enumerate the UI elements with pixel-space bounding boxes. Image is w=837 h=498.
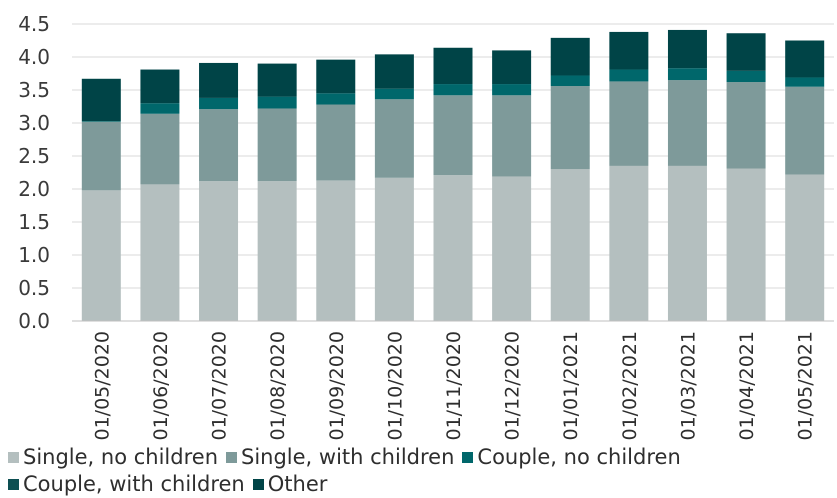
stacked-bar-chart: 0.0 0.5 1.0 1.5 2.0 2.5 3.0 3.5 4.0 4.5 01/05/202… — [18, 12, 834, 440]
x-tick-label: 01/01/2021 — [560, 331, 582, 440]
legend-item: Other — [252, 471, 328, 498]
bar-segment-couple-no-children — [726, 70, 766, 83]
y-tick-label: 2.0 — [18, 177, 50, 201]
legend-item: Single, no children — [8, 444, 218, 471]
bar-segment-couple-no-children — [81, 121, 121, 122]
bar-segment-single-with-children — [374, 99, 414, 178]
bar-segment-single-no-children — [433, 175, 473, 321]
bar-segment-single-with-children — [550, 86, 590, 170]
bar-segment-single-no-children — [492, 176, 532, 321]
bar-segment-single-with-children — [81, 121, 121, 191]
bar-segment-couple-no-children — [609, 69, 649, 82]
bar-segment-single-with-children — [140, 113, 180, 185]
bar-segment-single-no-children — [726, 168, 766, 321]
legend-swatch — [462, 452, 474, 463]
y-tick-label: 3.5 — [18, 78, 50, 102]
bar-segment-couple-no-children — [257, 96, 297, 109]
y-tick-label: 4.0 — [18, 45, 50, 69]
bar-segment-single-no-children — [550, 169, 590, 321]
bar-segment-single-no-children — [199, 181, 239, 321]
bar-segment-couple-no-children — [433, 84, 473, 96]
y-tick-label: 2.5 — [18, 144, 50, 168]
bar-segment-single-with-children — [199, 109, 239, 182]
legend-item: Couple, no children — [462, 444, 681, 471]
x-tick-label: 01/10/2020 — [384, 331, 406, 440]
bar-segment-single-with-children — [257, 108, 297, 182]
legend-label: Couple, no children — [477, 445, 681, 469]
bar-segment-other — [726, 33, 766, 71]
x-tick-label: 01/05/2020 — [91, 331, 113, 440]
x-tick-label: 01/07/2020 — [209, 331, 231, 440]
x-tick-label: 01/04/2021 — [736, 331, 758, 440]
bar-segment-single-with-children — [433, 95, 473, 176]
legend-swatch — [252, 479, 264, 490]
y-tick-label: 1.5 — [18, 210, 50, 234]
bar-segment-other — [316, 59, 356, 94]
bar-segment-single-no-children — [316, 180, 356, 321]
bar-segment-other — [785, 40, 825, 78]
x-tick-label: 01/02/2021 — [619, 331, 641, 440]
legend-swatch — [8, 452, 19, 463]
x-tick-label: 01/06/2020 — [150, 331, 172, 440]
legend-label: Single, with children — [241, 445, 455, 469]
bar-segment-single-no-children — [609, 165, 649, 321]
x-tick-label: 01/12/2020 — [502, 331, 524, 440]
bar-segment-single-with-children — [316, 104, 356, 181]
bar-segment-single-no-children — [785, 174, 825, 321]
bar-segment-couple-no-children — [667, 68, 707, 81]
bar-segment-other — [374, 54, 414, 89]
x-tick-label: 01/03/2021 — [677, 331, 699, 440]
bar-segment-other — [199, 62, 239, 98]
legend-label: Single, no children — [23, 445, 218, 469]
bar-segment-other — [81, 78, 121, 122]
bar-segment-single-no-children — [257, 181, 297, 321]
bar-segment-other — [140, 69, 180, 104]
bar-segment-single-with-children — [492, 95, 532, 177]
bar-segment-other — [257, 63, 297, 97]
bar-segment-other — [609, 31, 649, 70]
y-tick-label: 1.0 — [18, 243, 50, 267]
bar-segment-single-no-children — [374, 177, 414, 321]
bar-segment-single-no-children — [667, 165, 707, 321]
bar-segment-other — [667, 29, 707, 69]
legend: Single, no children Single, with children… — [8, 444, 837, 498]
y-tick-label: 4.5 — [18, 12, 50, 36]
bar-segment-couple-no-children — [374, 88, 414, 100]
bar-segment-couple-no-children — [199, 97, 239, 110]
bar-segment-single-no-children — [81, 190, 121, 321]
legend-label: Couple, with children — [23, 472, 245, 496]
x-tick-label: 01/09/2020 — [326, 331, 348, 440]
bar-segment-single-with-children — [609, 81, 649, 166]
y-axis: 0.0 0.5 1.0 1.5 2.0 2.5 3.0 3.5 4.0 4.5 — [18, 12, 50, 333]
y-tick-label: 3.0 — [18, 111, 50, 135]
bar-segment-single-no-children — [140, 184, 180, 321]
bar-segment-couple-no-children — [785, 77, 825, 87]
x-tick-label: 01/05/2021 — [795, 331, 817, 440]
bar-segment-other — [492, 50, 532, 85]
legend-swatch — [226, 452, 237, 463]
bars — [81, 29, 825, 321]
bar-segment-couple-no-children — [316, 93, 356, 105]
x-tick-label: 01/08/2020 — [267, 331, 289, 440]
y-tick-label: 0.0 — [18, 309, 50, 333]
legend-label: Other — [267, 472, 328, 496]
bar-segment-other — [433, 47, 473, 85]
legend-item: Couple, with children — [8, 471, 245, 498]
bar-segment-other — [550, 37, 590, 76]
bar-segment-couple-no-children — [140, 103, 180, 114]
bar-segment-couple-no-children — [550, 75, 590, 87]
x-axis: 01/05/2020 01/06/2020 01/07/2020 01/08/2020… — [72, 320, 834, 440]
legend-swatch — [8, 479, 19, 490]
bar-segment-single-with-children — [726, 82, 766, 169]
bar-segment-single-with-children — [667, 80, 707, 166]
x-tick-label: 01/11/2020 — [443, 331, 465, 440]
bar-segment-single-with-children — [785, 86, 825, 175]
y-tick-label: 0.5 — [18, 276, 50, 300]
bar-segment-couple-no-children — [492, 84, 532, 96]
legend-item: Single, with children — [226, 444, 454, 471]
